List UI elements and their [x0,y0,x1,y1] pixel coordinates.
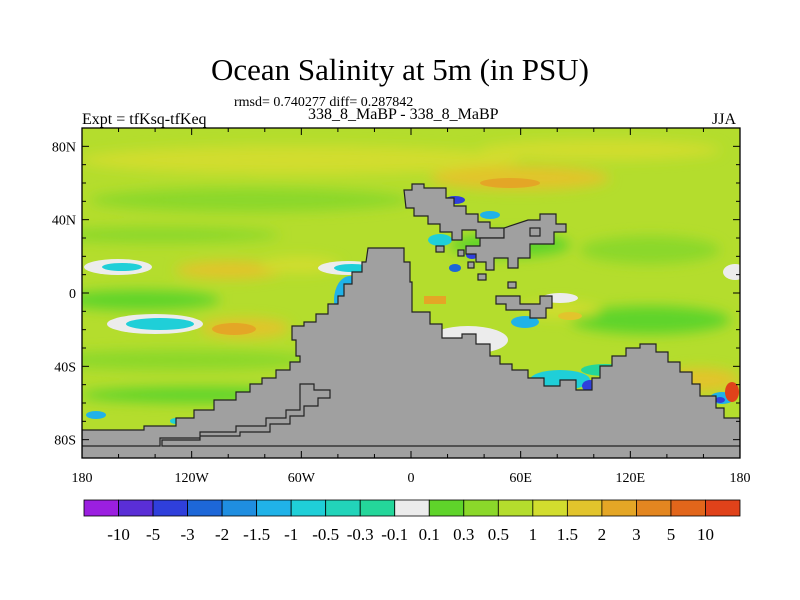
land-island-e [507,281,517,289]
chart-subtitle: rmsd= 0.740277 diff= 0.287842 [234,95,414,110]
y-tick-label: 0 [69,287,76,302]
colorbar-swatch [394,499,430,517]
x-tick-label: 120W [175,471,210,486]
colorbar-swatch [152,499,188,517]
land-asia [465,213,567,271]
colorbar-swatch [256,499,292,517]
colorbar-label: -10 [107,525,130,544]
y-tick-label: 40N [52,214,76,229]
case-label: 338_8_MaBP - 338_8_MaBP [308,106,499,123]
colorbar-swatch [83,499,119,517]
colorbar-label: -3 [180,525,194,544]
colorbar-label: 3 [632,525,641,544]
land-island-d [435,245,445,253]
colorbar-label: -1.5 [243,525,270,544]
colorbar-label: 1.5 [557,525,578,544]
colorbar-label: 10 [697,525,714,544]
colorbar-swatch [463,499,499,517]
x-tick-label: 180 [730,471,751,486]
y-tick-label: 80S [54,434,76,449]
colorbar-label: -0.3 [347,525,374,544]
x-tick-label: 60W [288,471,316,486]
land-southern-coast [82,383,740,458]
colorbar-label: -2 [215,525,229,544]
colorbar-label: -0.1 [381,525,408,544]
chart-title: Ocean Salinity at 5m (in PSU) [211,52,589,87]
colorbar-swatch [187,499,223,517]
x-tick-label: 60E [509,471,532,486]
colorbar: -10 -5 -3 -2 -1.5 -1 -0.5 -0.3 -0.1 0.1 0.3 0.5 1 1.5… [83,499,741,544]
land-island-b [467,261,475,269]
colorbar-label: -5 [146,525,160,544]
land-island-f [529,227,541,237]
land-island-c [457,249,465,257]
colorbar-swatch [497,499,534,517]
land-island-a [477,273,487,281]
colorbar-label: 2 [598,525,607,544]
colorbar-swatch [118,499,154,517]
y-tick-label: 80N [52,140,76,155]
colorbar-swatch [566,499,603,517]
colorbar-swatch [359,499,396,517]
colorbar-label: 0.1 [419,525,440,544]
axis-ticks [81,127,741,459]
land-america [82,247,740,458]
colorbar-swatch [670,499,706,517]
colorbar-swatch [428,499,465,517]
colorbar-swatch [705,499,741,517]
colorbar-swatch [532,499,568,517]
colorbar-swatch [325,499,361,517]
colorbar-swatch [601,499,637,517]
x-tick-label: 180 [72,471,93,486]
colorbar-label: 5 [667,525,676,544]
axis-tick-labels: 180 120W 60W 0 60E 120E 180 80N 40N 0 40S 80S [52,140,751,486]
colorbar-label: 0.3 [453,525,474,544]
colorbar-label: 0.5 [488,525,509,544]
experiment-label: Expt = tfKsq-tfKeq [82,111,207,128]
colorbar-label: -1 [284,525,298,544]
season-label: JJA [712,111,737,128]
salinity-field [82,128,740,458]
x-tick-label: 0 [408,471,415,486]
colorbar-swatch [221,499,258,517]
land-mask [82,183,740,458]
y-tick-label: 40S [54,360,76,375]
land-maritime [495,295,553,319]
x-tick-label: 120E [616,471,646,486]
colorbar-label: 1 [529,525,538,544]
colorbar-swatch [636,499,672,517]
colorbar-swatch [290,499,327,517]
colorbar-label: -0.5 [312,525,339,544]
